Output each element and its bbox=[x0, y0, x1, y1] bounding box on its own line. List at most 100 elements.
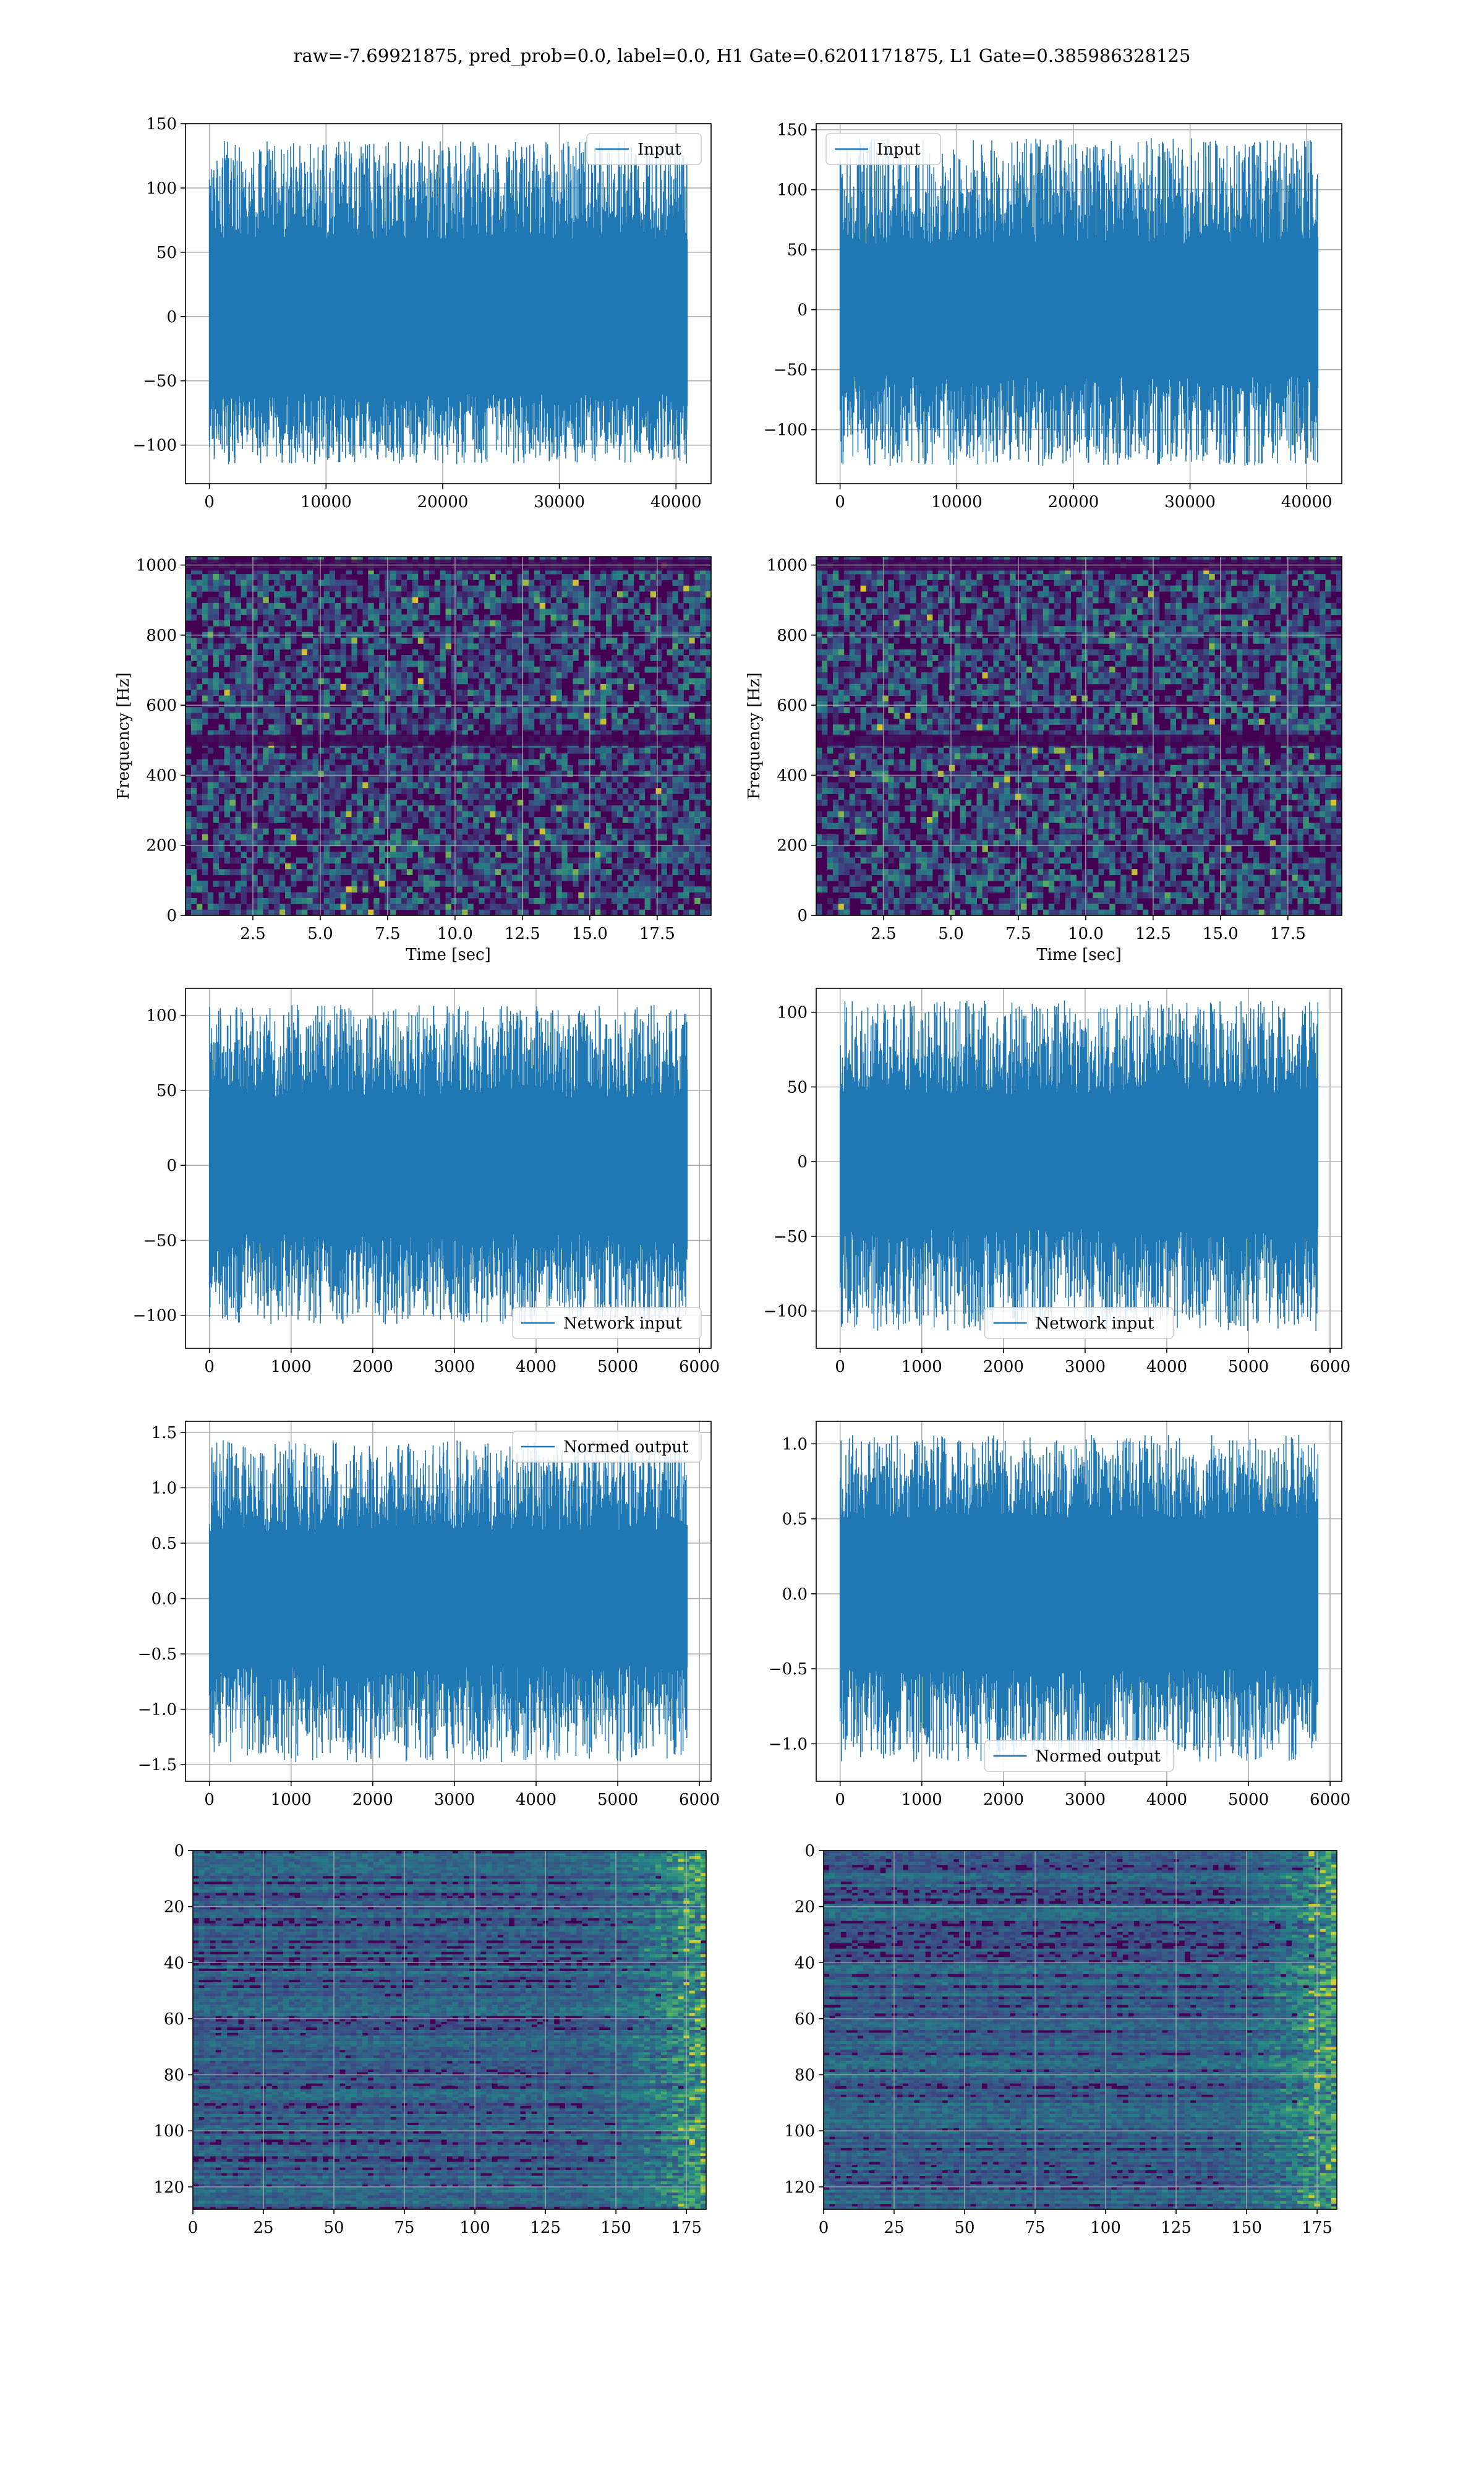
y-tick-label: −50 bbox=[774, 361, 808, 380]
x-tick-label: 5.0 bbox=[938, 925, 963, 943]
axes-frame bbox=[185, 988, 712, 1349]
axes-frame bbox=[816, 556, 1342, 916]
signal-line bbox=[208, 140, 688, 464]
axes-frame bbox=[185, 123, 712, 484]
y-tick-label: 100 bbox=[146, 1007, 177, 1025]
y-tick-label: 50 bbox=[787, 1078, 808, 1097]
x-tick-label: 3000 bbox=[434, 1358, 475, 1376]
x-tick-label: 3000 bbox=[434, 1791, 475, 1809]
legend: Input bbox=[825, 133, 941, 165]
x-tick-label: 100 bbox=[1090, 2219, 1121, 2237]
y-tick-label: −0.5 bbox=[769, 1660, 808, 1679]
signal-line bbox=[208, 1440, 688, 1763]
x-tick-label: 5000 bbox=[1228, 1358, 1269, 1376]
y-axis-label: Frequency [Hz] bbox=[114, 672, 133, 800]
x-tick-label: 17.5 bbox=[1270, 925, 1306, 943]
x-tick-label: 50 bbox=[323, 2219, 344, 2237]
x-tick-label: 125 bbox=[1161, 2219, 1192, 2237]
y-tick-label: −1.0 bbox=[769, 1735, 808, 1753]
y-tick-label: 200 bbox=[146, 837, 177, 855]
y-tick-label: 60 bbox=[795, 2010, 815, 2029]
y-tick-label: 0 bbox=[797, 301, 808, 320]
y-tick-label: 150 bbox=[777, 121, 808, 140]
y-tick-label: −1.0 bbox=[138, 1701, 177, 1719]
x-tick-label: 15.0 bbox=[1203, 925, 1239, 943]
legend: Normed output bbox=[984, 1740, 1174, 1772]
axes-frame bbox=[816, 123, 1342, 484]
y-tick-label: −100 bbox=[764, 1303, 808, 1321]
y-tick-label: 0 bbox=[804, 1842, 815, 1860]
x-tick-label: 15.0 bbox=[572, 925, 608, 943]
x-tick-label: 4000 bbox=[516, 1791, 556, 1809]
x-tick-label: 1000 bbox=[902, 1358, 942, 1376]
axes-frame bbox=[816, 1421, 1342, 1782]
signal-line bbox=[208, 1004, 688, 1325]
x-tick-label: 3000 bbox=[1065, 1791, 1106, 1809]
y-tick-label: −50 bbox=[143, 372, 177, 391]
y-tick-label: −1.5 bbox=[138, 1756, 177, 1774]
x-tick-label: 6000 bbox=[1310, 1791, 1350, 1809]
x-tick-label: 30000 bbox=[534, 493, 585, 511]
x-tick-label: 2000 bbox=[983, 1358, 1024, 1376]
x-tick-label: 2000 bbox=[352, 1358, 393, 1376]
heatmap-image bbox=[186, 557, 711, 915]
x-tick-label: 40000 bbox=[650, 493, 702, 511]
y-tick-label: 60 bbox=[164, 2010, 184, 2029]
x-tick-label: 2.5 bbox=[240, 925, 265, 943]
chart-r1c2: 0 10000 20000 30000 40000 −100 −50 0 50 100 150 Inp… bbox=[764, 121, 1342, 511]
y-tick-label: −50 bbox=[143, 1231, 177, 1250]
x-tick-label: 175 bbox=[671, 2219, 702, 2237]
y-tick-label: 1.0 bbox=[782, 1435, 808, 1453]
x-tick-label: 175 bbox=[1302, 2219, 1333, 2237]
x-tick-label: 10.0 bbox=[437, 925, 473, 943]
x-tick-label: 150 bbox=[600, 2219, 631, 2237]
legend: Input bbox=[586, 133, 702, 165]
y-tick-label: 1000 bbox=[136, 557, 177, 575]
legend-label: Network input bbox=[563, 1314, 682, 1333]
x-tick-label: 5000 bbox=[1228, 1791, 1269, 1809]
x-tick-label: 5.0 bbox=[307, 925, 333, 943]
x-tick-label: 0 bbox=[204, 1791, 215, 1809]
y-tick-label: 100 bbox=[777, 181, 808, 200]
x-tick-label: 2000 bbox=[352, 1791, 393, 1809]
y-tick-label: −0.5 bbox=[138, 1645, 177, 1664]
y-tick-label: 40 bbox=[795, 1954, 815, 1972]
x-tick-label: 10000 bbox=[931, 493, 983, 511]
x-tick-label: 10000 bbox=[301, 493, 352, 511]
signal-line bbox=[839, 1434, 1319, 1762]
y-tick-label: −50 bbox=[774, 1228, 808, 1246]
x-tick-label: 6000 bbox=[1310, 1358, 1350, 1376]
legend-label: Input bbox=[638, 140, 681, 159]
axes-frame bbox=[192, 1850, 707, 2210]
y-tick-label: 50 bbox=[156, 1082, 177, 1100]
x-tick-label: 1000 bbox=[902, 1791, 942, 1809]
chart-r3c2: 0 1000 2000 3000 4000 5000 6000 −100 −50 0 50 100 Ne… bbox=[764, 988, 1350, 1376]
chart-r3c1: 0 1000 2000 3000 4000 5000 6000 −100 −50 0 50 100 Ne… bbox=[133, 988, 720, 1376]
x-tick-label: 17.5 bbox=[639, 925, 675, 943]
y-tick-label: 1.5 bbox=[151, 1424, 177, 1442]
signal-line bbox=[839, 138, 1319, 466]
legend: Normed output bbox=[512, 1431, 702, 1463]
chart-r2c2: 2.5 5.0 7.5 10.0 12.5 15.0 17.5 0 200 400 600 800 10… bbox=[745, 556, 1342, 964]
x-tick-label: 0 bbox=[835, 493, 845, 511]
y-tick-label: 0 bbox=[797, 1153, 808, 1171]
x-tick-label: 6000 bbox=[679, 1358, 720, 1376]
y-tick-label: −100 bbox=[133, 1307, 177, 1325]
x-tick-label: 0 bbox=[819, 2219, 829, 2237]
y-tick-label: 0.5 bbox=[782, 1510, 808, 1529]
y-tick-label: 800 bbox=[146, 627, 177, 645]
x-tick-label: 30000 bbox=[1164, 493, 1216, 511]
x-tick-label: 4000 bbox=[516, 1358, 556, 1376]
x-tick-label: 6000 bbox=[679, 1791, 720, 1809]
y-tick-label: 40 bbox=[164, 1954, 184, 1972]
chart-r4c2: 0 1000 2000 3000 4000 5000 6000 −1.0 −0.5 0.0 0.5 1… bbox=[769, 1421, 1350, 1809]
legend: Network input bbox=[984, 1307, 1174, 1339]
y-tick-label: 100 bbox=[777, 1004, 808, 1022]
legend-label: Input bbox=[877, 140, 921, 159]
y-tick-label: 0.5 bbox=[151, 1534, 177, 1553]
y-tick-label: 400 bbox=[146, 766, 177, 785]
x-tick-label: 75 bbox=[394, 2219, 414, 2237]
x-tick-label: 0 bbox=[204, 1358, 215, 1376]
y-tick-label: 100 bbox=[153, 2122, 184, 2141]
